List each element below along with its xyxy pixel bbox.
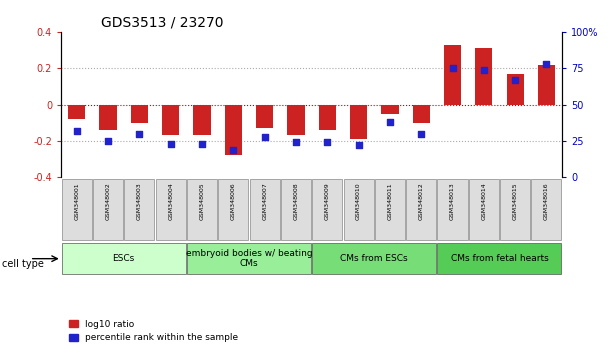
Bar <box>100 104 117 130</box>
Text: GSM348010: GSM348010 <box>356 182 361 220</box>
FancyBboxPatch shape <box>187 178 217 240</box>
FancyBboxPatch shape <box>437 178 467 240</box>
Text: CMs from fetal hearts: CMs from fetal hearts <box>451 254 548 263</box>
Point <box>166 141 175 147</box>
FancyBboxPatch shape <box>187 243 311 274</box>
Bar <box>131 104 148 123</box>
Text: GSM348005: GSM348005 <box>200 182 205 220</box>
Text: GSM348012: GSM348012 <box>419 182 423 220</box>
FancyBboxPatch shape <box>281 178 311 240</box>
FancyBboxPatch shape <box>250 178 280 240</box>
FancyBboxPatch shape <box>312 243 436 274</box>
FancyBboxPatch shape <box>156 178 186 240</box>
Point <box>510 77 520 83</box>
Text: ESCs: ESCs <box>112 254 135 263</box>
Bar <box>319 104 336 130</box>
Bar <box>194 104 211 136</box>
Text: GSM348002: GSM348002 <box>106 182 111 220</box>
Text: GSM348014: GSM348014 <box>481 182 486 220</box>
Text: GSM348001: GSM348001 <box>75 182 79 220</box>
FancyBboxPatch shape <box>125 178 155 240</box>
Point <box>197 141 207 147</box>
FancyBboxPatch shape <box>218 178 248 240</box>
FancyBboxPatch shape <box>469 178 499 240</box>
FancyBboxPatch shape <box>343 178 373 240</box>
Point <box>448 65 458 71</box>
Point <box>229 147 238 153</box>
FancyBboxPatch shape <box>62 178 92 240</box>
Text: embryoid bodies w/ beating
CMs: embryoid bodies w/ beating CMs <box>186 249 312 268</box>
Text: GSM348006: GSM348006 <box>231 182 236 220</box>
Text: GSM348015: GSM348015 <box>513 182 518 220</box>
Bar <box>256 104 273 128</box>
FancyBboxPatch shape <box>437 243 562 274</box>
FancyBboxPatch shape <box>375 178 405 240</box>
Point <box>260 134 269 139</box>
Point <box>323 139 332 145</box>
Point <box>103 138 113 144</box>
Bar <box>538 64 555 104</box>
Text: GSM348009: GSM348009 <box>325 182 330 220</box>
Text: GSM348013: GSM348013 <box>450 182 455 220</box>
Text: GDS3513 / 23270: GDS3513 / 23270 <box>101 15 224 29</box>
FancyBboxPatch shape <box>93 178 123 240</box>
Bar <box>68 104 86 119</box>
Bar <box>350 104 367 139</box>
Text: GSM348008: GSM348008 <box>293 182 298 220</box>
Text: CMs from ESCs: CMs from ESCs <box>340 254 408 263</box>
Point <box>72 128 82 133</box>
Legend: log10 ratio, percentile rank within the sample: log10 ratio, percentile rank within the … <box>65 316 242 346</box>
Point <box>385 119 395 125</box>
Bar <box>412 104 430 123</box>
Point <box>541 61 551 67</box>
Point <box>291 139 301 145</box>
FancyBboxPatch shape <box>62 243 186 274</box>
Text: GSM348004: GSM348004 <box>168 182 173 220</box>
Text: GSM348011: GSM348011 <box>387 182 392 220</box>
Text: GSM348003: GSM348003 <box>137 182 142 220</box>
FancyBboxPatch shape <box>406 178 436 240</box>
Text: GSM348016: GSM348016 <box>544 182 549 220</box>
FancyBboxPatch shape <box>532 178 562 240</box>
Bar <box>444 45 461 104</box>
Bar <box>507 74 524 104</box>
Text: cell type: cell type <box>2 259 45 269</box>
Bar <box>162 104 179 136</box>
Point <box>416 131 426 136</box>
Bar <box>225 104 242 155</box>
Point <box>354 142 364 148</box>
Bar <box>381 104 398 114</box>
FancyBboxPatch shape <box>312 178 342 240</box>
Point <box>479 67 489 73</box>
FancyBboxPatch shape <box>500 178 530 240</box>
Bar <box>475 48 492 104</box>
Point <box>134 131 144 136</box>
Bar <box>287 104 304 136</box>
Text: GSM348007: GSM348007 <box>262 182 267 220</box>
